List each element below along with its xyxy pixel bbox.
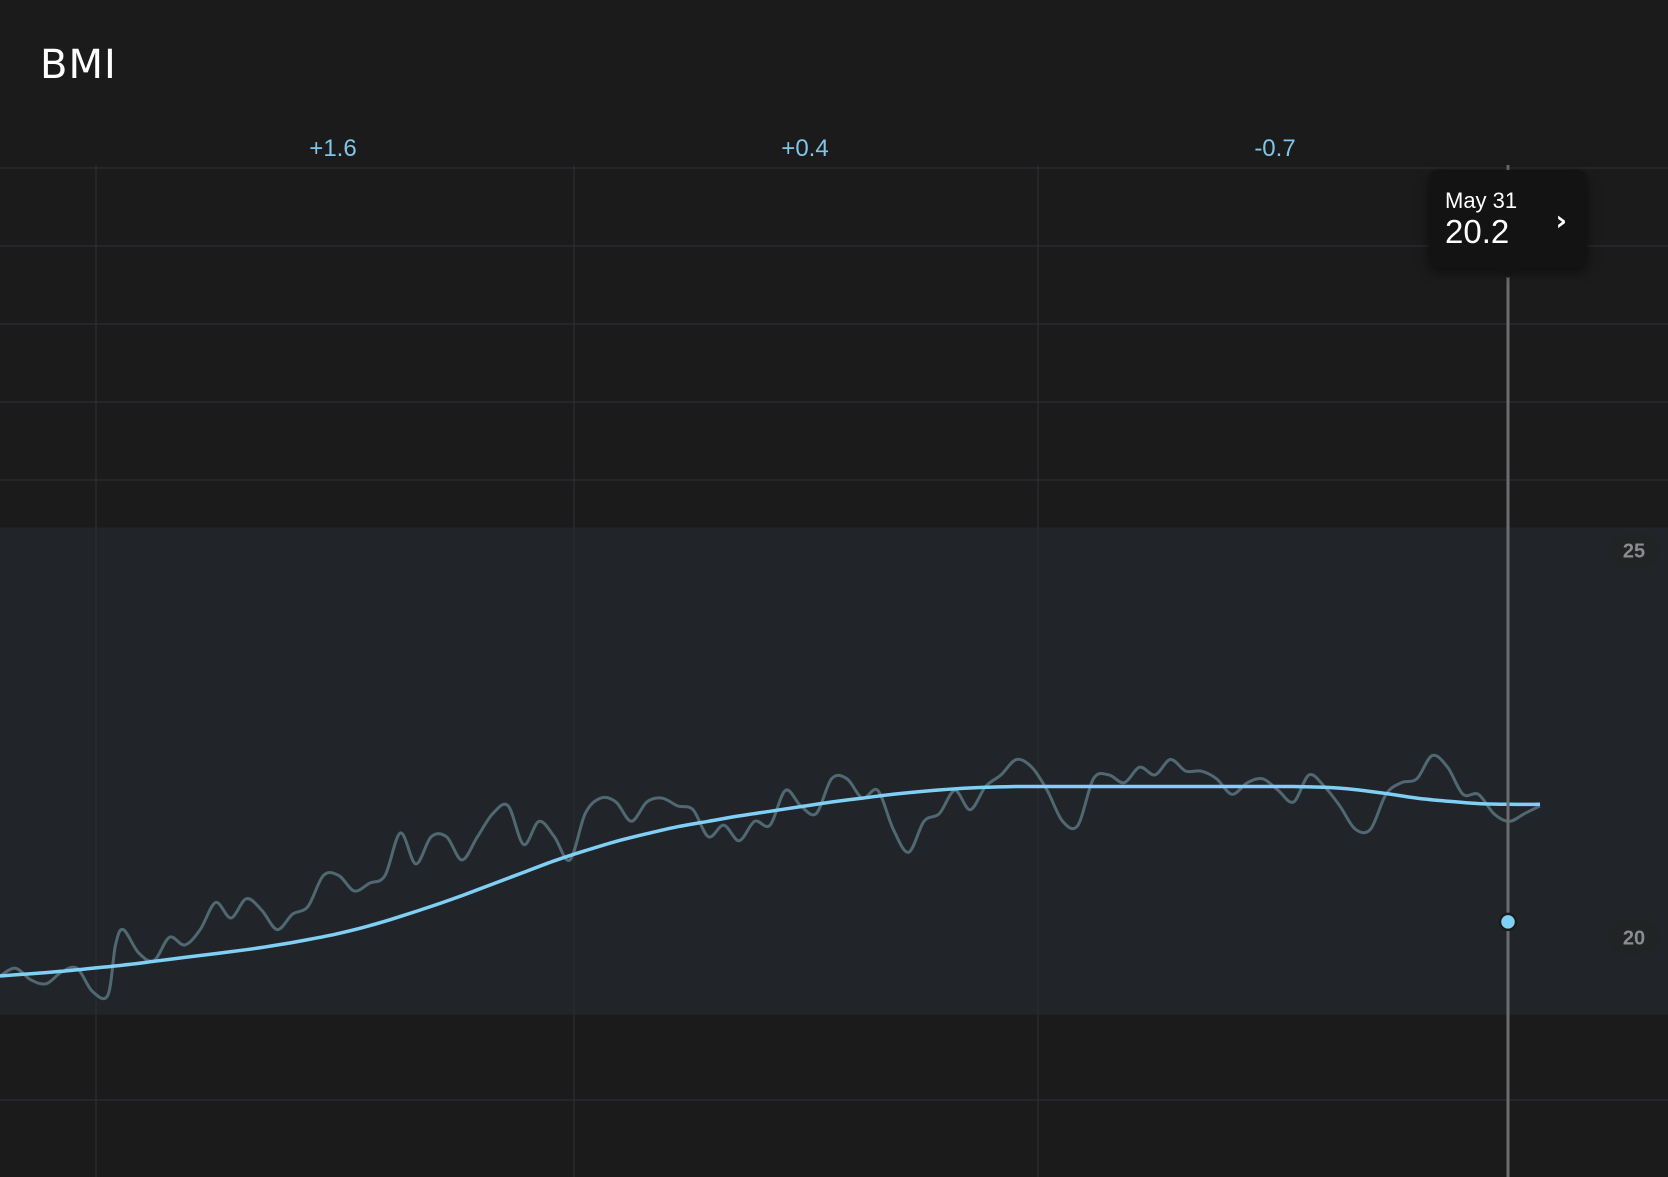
raw-series-line bbox=[0, 753, 1541, 1001]
period-deltas: +1.6 +0.4 -0.7 bbox=[309, 135, 1295, 162]
y-tick-label: 20 bbox=[1623, 927, 1645, 949]
y-tick-badge-bg bbox=[1609, 533, 1659, 568]
selected-point-tooltip[interactable]: May 31 20.2 › bbox=[1429, 170, 1587, 278]
period-delta-label: -0.7 bbox=[1254, 135, 1295, 162]
trend-series-line bbox=[0, 784, 1541, 978]
vertical-gridlines bbox=[95, 165, 1039, 1177]
y-tick-label: 25 bbox=[1623, 541, 1645, 563]
horizontal-gridlines bbox=[0, 167, 1668, 1101]
y-tick-badge: 20 bbox=[1609, 920, 1659, 955]
chevron-right-icon[interactable]: › bbox=[1555, 204, 1567, 237]
normal-range-band bbox=[0, 527, 1668, 1015]
y-tick-badge-bg bbox=[1609, 920, 1659, 955]
tooltip-value: 20.2 bbox=[1445, 213, 1510, 250]
y-tick-badge: 25 bbox=[1609, 533, 1659, 568]
selected-point-marker[interactable] bbox=[1498, 912, 1518, 932]
page-title: BMI bbox=[40, 42, 117, 88]
period-delta-label: +0.4 bbox=[781, 135, 828, 162]
y-axis-labels: 25 20 bbox=[1609, 533, 1659, 955]
period-delta-label: +1.6 bbox=[309, 135, 356, 162]
tooltip-date: May 31 bbox=[1445, 188, 1518, 213]
